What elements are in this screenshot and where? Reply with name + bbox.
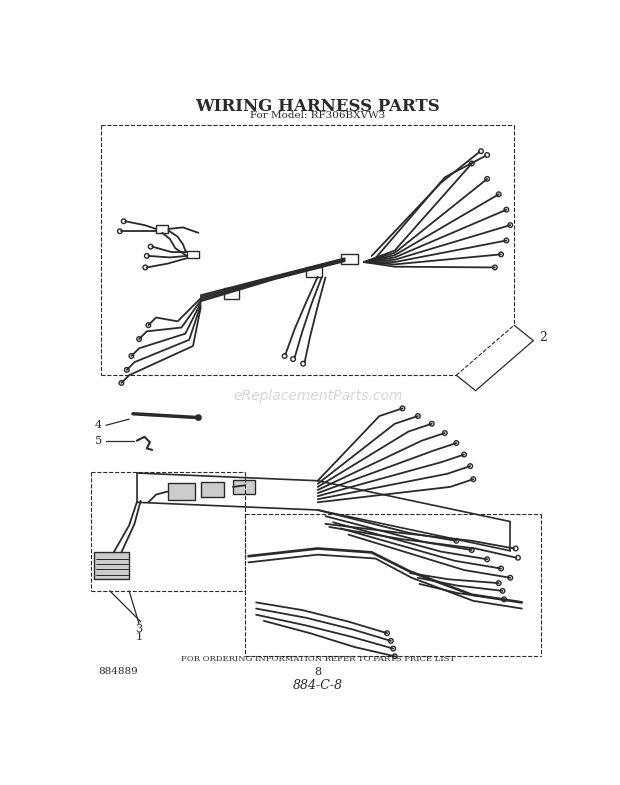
Bar: [224, 288, 239, 299]
Text: FOR ORDERING INFORMATION REFER TO PARTS PRICE LIST: FOR ORDERING INFORMATION REFER TO PARTS …: [180, 655, 455, 663]
Bar: [233, 480, 255, 494]
Text: 884889: 884889: [99, 667, 138, 676]
Text: 884-C-8: 884-C-8: [293, 679, 343, 692]
Bar: [341, 254, 358, 264]
Text: eReplacementParts.com: eReplacementParts.com: [233, 389, 402, 403]
Bar: [167, 483, 195, 500]
Text: 3: 3: [136, 624, 143, 634]
Text: 5: 5: [95, 436, 102, 446]
Bar: [306, 268, 322, 276]
Circle shape: [196, 415, 201, 420]
Text: For Model: RF306BXVW3: For Model: RF306BXVW3: [250, 111, 386, 120]
Bar: [187, 250, 199, 258]
Text: WIRING HARNESS PARTS: WIRING HARNESS PARTS: [195, 98, 440, 115]
Text: 1: 1: [136, 632, 143, 641]
Text: 2: 2: [539, 331, 547, 344]
Bar: [94, 553, 129, 579]
Bar: [156, 225, 169, 233]
Text: 4: 4: [95, 420, 102, 430]
Text: 8: 8: [314, 666, 321, 677]
Bar: [201, 481, 224, 497]
